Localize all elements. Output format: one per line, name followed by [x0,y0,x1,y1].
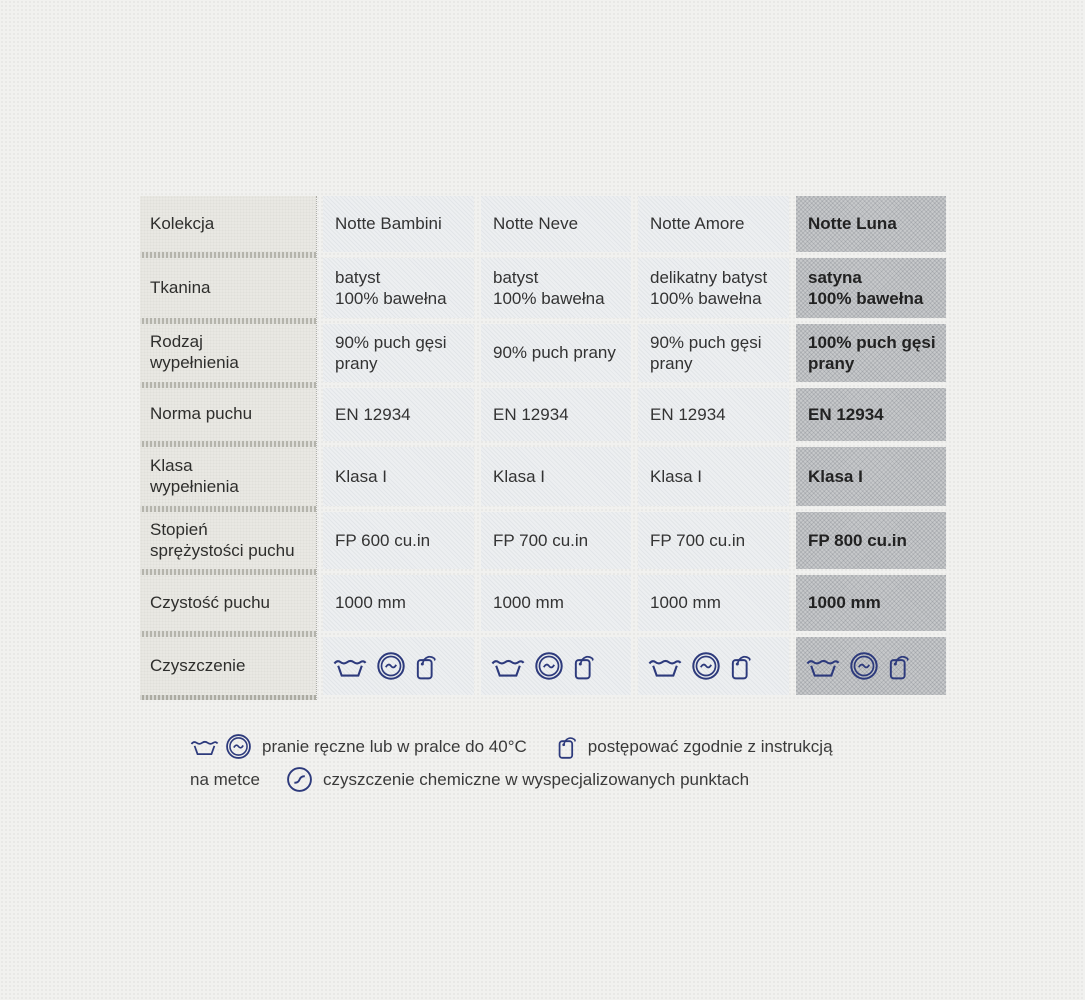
cell-tkanina-col4: satyna 100% bawełna [796,258,946,318]
legend-wash-text: pranie ręczne lub w pralce do 40°C [262,736,527,756]
cell-czyszczenie-col1 [323,637,474,695]
machine-wash-icon [377,652,405,680]
row-separator [140,569,316,575]
care-label-tag-icon [574,655,594,679]
hand-wash-icon [806,659,840,677]
dry-clean-icon [287,767,312,792]
cell-tkanina-col3: delikatny batyst 100% bawełna [638,258,789,318]
row-label-norma-puchu: Norma puchu [140,388,316,441]
care-label-tag-icon [731,655,751,679]
row-separator [140,252,316,258]
care-label-tag-icon [889,655,909,679]
cell-rodzaj-col1: 90% puch gęsi prany [323,324,474,382]
cell-klasa-col1: Klasa I [323,447,474,506]
row-separator [140,441,316,447]
row-label-stopien-sprezystosci: Stopień sprężystości puchu [140,512,316,569]
cell-norma-col1: EN 12934 [323,388,474,441]
machine-wash-icon [226,734,251,759]
cell-norma-col3: EN 12934 [638,388,789,441]
cell-stopien-col1: FP 600 cu.in [323,512,474,569]
row-header-column: Kolekcja Tkanina Rodzaj wypełnienia Norm… [140,196,317,700]
cell-czystosc-col1: 1000 mm [323,575,474,631]
row-separator [140,382,316,388]
hand-wash-icon [190,740,219,755]
cell-rodzaj-col3: 90% puch gęsi prany [638,324,789,382]
row-label-tkanina: Tkanina [140,258,316,318]
machine-wash-icon [535,652,563,680]
hand-wash-icon [333,659,367,677]
cell-stopien-col3: FP 700 cu.in [638,512,789,569]
machine-wash-icon [692,652,720,680]
cell-czystosc-col4: 1000 mm [796,575,946,631]
row-separator [140,318,316,324]
row-separator [140,631,316,637]
care-label-tag-icon [558,736,576,759]
row-label-czystosc-puchu: Czystość puchu [140,575,316,631]
cell-kolekcja-col4: Notte Luna [796,196,946,252]
cell-czyszczenie-col2 [481,637,631,695]
cell-stopien-col4: FP 800 cu.in [796,512,946,569]
product-comparison-table: Kolekcja Tkanina Rodzaj wypełnienia Norm… [140,196,946,702]
cell-stopien-col2: FP 700 cu.in [481,512,631,569]
row-label-kolekcja: Kolekcja [140,196,316,252]
hand-wash-icon [648,659,682,677]
legend-dryclean-text: czyszczenie chemiczne w wyspecjalizowany… [322,769,750,789]
cell-kolekcja-col3: Notte Amore [638,196,789,252]
care-symbols-legend: pranie ręczne lub w pralce do 40°C postę… [190,733,833,793]
cell-tkanina-col2: batyst 100% bawełna [481,258,631,318]
row-label-czyszczenie: Czyszczenie [140,637,316,695]
hand-wash-icon [491,659,525,677]
row-label-rodzaj-wypelnienia: Rodzaj wypełnienia [140,324,316,382]
legend-label-text-continuation: na metce [190,769,260,789]
cell-klasa-col2: Klasa I [481,447,631,506]
cell-klasa-col4: Klasa I [796,447,946,506]
legend-label-text: postępować zgodnie z instrukcją [587,736,833,756]
cell-klasa-col3: Klasa I [638,447,789,506]
cell-norma-col4: EN 12934 [796,388,946,441]
row-label-klasa-wypelnienia: Klasa wypełnienia [140,447,316,506]
legend-line-2: na metce czyszczenie chemiczne w wyspecj… [190,766,833,793]
cell-kolekcja-col1: Notte Bambini [323,196,474,252]
column-bottom-edge [140,695,316,700]
cell-kolekcja-col2: Notte Neve [481,196,631,252]
cell-czyszczenie-col3 [638,637,789,695]
machine-wash-icon [850,652,878,680]
legend-line-1: pranie ręczne lub w pralce do 40°C postę… [190,733,833,760]
cell-norma-col2: EN 12934 [481,388,631,441]
cell-czystosc-col3: 1000 mm [638,575,789,631]
cell-czyszczenie-col4 [796,637,946,695]
cell-czystosc-col2: 1000 mm [481,575,631,631]
data-grid: Notte Bambini Notte Neve Notte Amore Not… [323,196,946,695]
cell-rodzaj-col2: 90% puch prany [481,324,631,382]
care-label-tag-icon [416,655,436,679]
cell-tkanina-col1: batyst 100% bawełna [323,258,474,318]
cell-rodzaj-col4: 100% puch gęsi prany [796,324,946,382]
row-separator [140,506,316,512]
